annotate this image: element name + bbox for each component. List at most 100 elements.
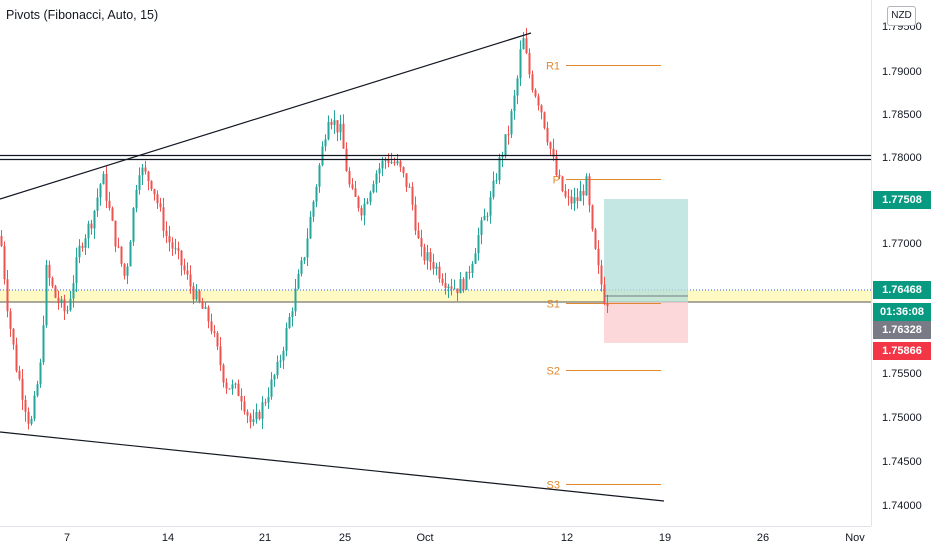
target-price-label: 1.77508 xyxy=(873,191,931,209)
candle-body xyxy=(567,196,570,198)
candle-body xyxy=(543,112,546,128)
candle-body xyxy=(366,201,369,204)
candle-body xyxy=(15,344,18,371)
candle-body xyxy=(216,332,219,347)
candle-body xyxy=(363,203,366,216)
candle-body xyxy=(564,190,567,197)
candle-body xyxy=(168,236,171,243)
candle-body xyxy=(489,197,492,216)
candle-body xyxy=(504,134,507,156)
candle-body xyxy=(315,186,318,202)
entry-price-label: 1.76328 xyxy=(873,321,931,339)
candle-body xyxy=(171,242,174,249)
candle-body xyxy=(441,278,444,284)
candle-body xyxy=(264,402,267,404)
candle-body xyxy=(162,207,165,231)
candle-body xyxy=(207,307,210,322)
candle-body xyxy=(174,248,177,250)
candle-body xyxy=(18,370,21,379)
candle-body xyxy=(270,379,273,397)
candle-body xyxy=(192,286,195,300)
candle-body xyxy=(57,297,60,304)
upper-trendline xyxy=(0,32,532,200)
candle-body xyxy=(198,291,201,302)
lower-trendline xyxy=(0,431,665,502)
time-tick: 25 xyxy=(338,532,352,544)
candle-body xyxy=(573,197,576,204)
candle-body xyxy=(456,288,459,294)
candle-body xyxy=(123,263,126,276)
candle-body xyxy=(51,277,54,286)
candle-body xyxy=(279,360,282,362)
candle-body xyxy=(54,285,57,298)
candle-body xyxy=(228,388,231,390)
candle-body xyxy=(600,265,603,285)
candle-body xyxy=(285,328,288,351)
candle-body xyxy=(42,325,45,363)
candle-body xyxy=(429,252,432,263)
candle-body xyxy=(288,317,291,329)
candle-body xyxy=(435,266,438,269)
time-tick: Nov xyxy=(845,532,865,544)
candle-body xyxy=(282,350,285,361)
price-tick: 1.75000 xyxy=(882,412,922,424)
candle-body xyxy=(408,186,411,188)
chart-pane[interactable]: R1 P S1 S2 S3 Pivots (Fibonacci, Auto, 15) xyxy=(0,0,871,526)
candle-body xyxy=(48,264,51,278)
candle-body xyxy=(0,236,3,246)
time-tick: 7 xyxy=(63,532,71,544)
candle-body xyxy=(588,176,591,206)
candle-body xyxy=(498,157,501,181)
candle-body xyxy=(210,321,213,332)
pivot-label-s2: S2 xyxy=(547,366,560,378)
candle-body xyxy=(150,180,153,190)
time-tick: 19 xyxy=(658,532,672,544)
stop-price-label: 1.75866 xyxy=(873,342,931,360)
candle-body xyxy=(105,173,108,201)
candle-body xyxy=(153,189,156,195)
candle-body xyxy=(27,411,30,424)
price-tick: 1.78000 xyxy=(882,152,922,164)
candle-body xyxy=(165,230,168,237)
currency-badge[interactable]: NZD xyxy=(887,6,916,26)
price-tick: 1.74000 xyxy=(882,500,922,512)
candle-body xyxy=(552,148,555,157)
candle-body xyxy=(507,134,510,136)
candle-body xyxy=(387,159,390,163)
candle-body xyxy=(234,383,237,385)
candle-body xyxy=(462,279,465,290)
candlestick-chart[interactable]: R1 P S1 S2 S3 xyxy=(0,0,871,526)
candle-body xyxy=(453,288,456,290)
time-axis[interactable]: 7 14 21 25 Oct 12 19 26 Nov xyxy=(0,526,871,551)
candle-body xyxy=(24,399,27,412)
candle-body xyxy=(492,180,495,198)
candle-body xyxy=(423,246,426,261)
candle-body xyxy=(75,257,78,284)
candle-body xyxy=(522,38,525,50)
candle-body xyxy=(360,208,363,216)
candle-body xyxy=(351,184,354,189)
candle-body xyxy=(330,121,333,125)
candle-body xyxy=(447,286,450,289)
candle-body xyxy=(306,238,309,258)
price-tick: 1.78500 xyxy=(882,109,922,121)
price-axis[interactable]: 1.79500 1.79000 1.78500 1.78000 1.77000 … xyxy=(871,0,932,526)
pivot-label-s3: S3 xyxy=(547,480,560,492)
candle-body xyxy=(225,382,228,389)
candle-body xyxy=(6,279,9,312)
candle-body xyxy=(378,168,381,174)
candle-body xyxy=(117,246,120,248)
indicator-title[interactable]: Pivots (Fibonacci, Auto, 15) xyxy=(6,8,159,22)
candle-body xyxy=(474,253,477,264)
candle-body xyxy=(72,283,75,299)
candle-body xyxy=(519,49,522,79)
candle-body xyxy=(438,266,441,279)
candle-body xyxy=(21,378,24,400)
candle-body xyxy=(96,197,99,211)
candle-body xyxy=(69,298,72,311)
candle-body xyxy=(141,167,144,176)
candle-body xyxy=(417,230,420,239)
candle-body xyxy=(129,241,132,267)
candle-body xyxy=(357,196,360,209)
candle-body xyxy=(255,411,258,420)
